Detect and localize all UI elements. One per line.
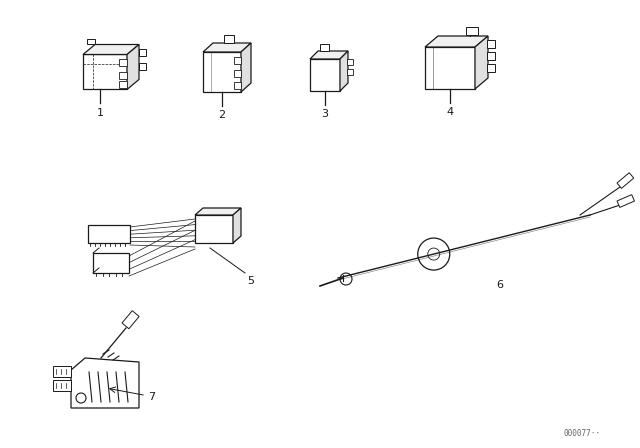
Text: 000077··: 000077··: [563, 429, 600, 438]
Bar: [234, 82, 241, 89]
Text: 1: 1: [97, 108, 104, 117]
Polygon shape: [425, 36, 488, 47]
Bar: [310, 59, 340, 91]
Bar: [139, 49, 146, 56]
Bar: [347, 69, 353, 75]
Bar: [617, 173, 634, 188]
Bar: [53, 380, 71, 391]
Bar: [234, 70, 241, 77]
Bar: [53, 366, 71, 377]
Polygon shape: [203, 43, 251, 52]
Polygon shape: [241, 43, 251, 92]
Polygon shape: [195, 208, 241, 215]
Bar: [234, 57, 241, 64]
Bar: [93, 253, 129, 273]
Bar: [225, 35, 234, 43]
Bar: [195, 215, 233, 243]
Bar: [119, 60, 127, 66]
Bar: [487, 64, 495, 72]
Bar: [465, 27, 477, 35]
Bar: [88, 225, 130, 243]
Text: 5: 5: [247, 276, 254, 286]
Polygon shape: [83, 44, 139, 55]
Text: 2: 2: [218, 110, 225, 120]
Bar: [617, 194, 634, 207]
Polygon shape: [233, 208, 241, 243]
Bar: [320, 44, 329, 51]
Polygon shape: [127, 44, 139, 90]
Polygon shape: [310, 51, 348, 59]
Text: 3: 3: [321, 109, 328, 119]
Polygon shape: [71, 358, 139, 408]
Text: 4: 4: [447, 107, 454, 117]
Bar: [122, 311, 139, 329]
Bar: [487, 40, 495, 48]
Text: 7: 7: [148, 392, 155, 401]
Bar: [203, 52, 241, 92]
Bar: [425, 47, 475, 89]
Bar: [139, 63, 146, 70]
Bar: [119, 73, 127, 79]
Bar: [119, 82, 127, 89]
Bar: [86, 39, 95, 44]
Bar: [83, 55, 127, 90]
Polygon shape: [475, 36, 488, 89]
Bar: [487, 52, 495, 60]
Bar: [347, 59, 353, 65]
Polygon shape: [340, 51, 348, 91]
Text: 6: 6: [497, 280, 504, 290]
